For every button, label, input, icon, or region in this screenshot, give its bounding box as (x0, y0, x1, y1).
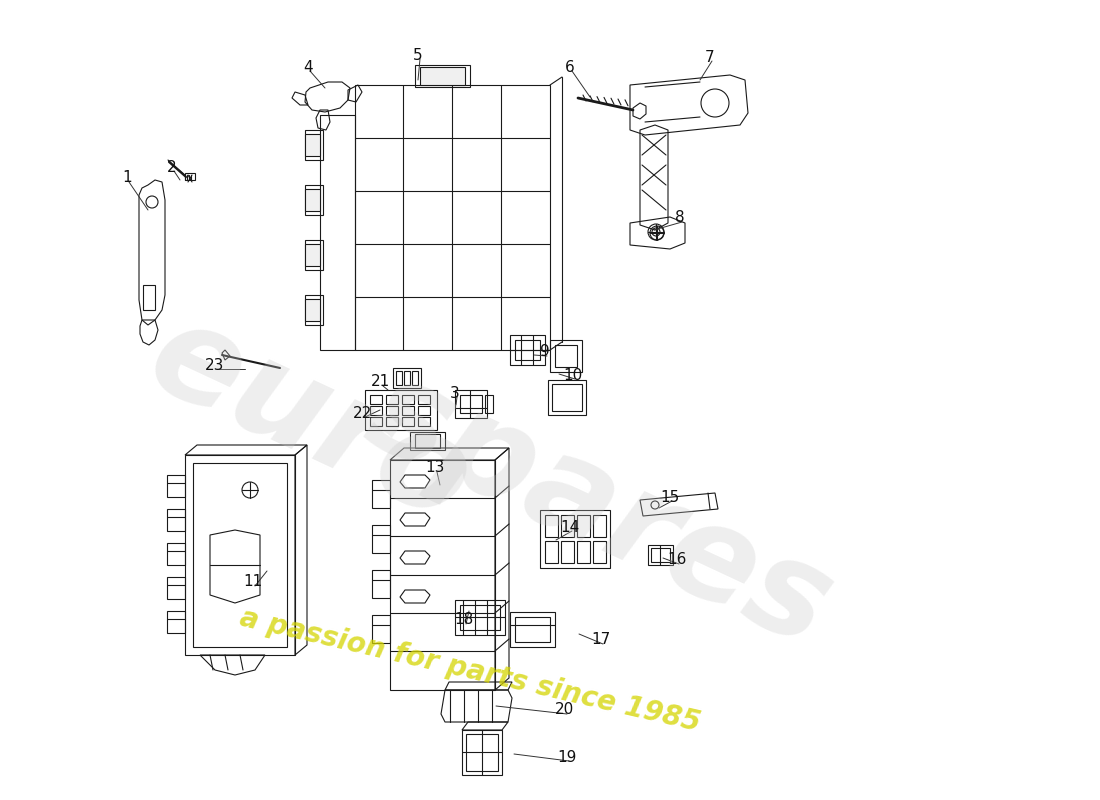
Bar (365, 390, 437, 430)
Bar (386, 417, 398, 426)
Text: 17: 17 (592, 633, 611, 647)
Text: 11: 11 (243, 574, 263, 590)
Bar (410, 432, 446, 450)
Text: 20: 20 (556, 702, 574, 718)
Bar (420, 67, 465, 85)
Bar (393, 368, 421, 388)
Bar (544, 541, 558, 563)
Bar (390, 460, 495, 690)
Text: 10: 10 (563, 367, 583, 382)
Bar (305, 130, 323, 160)
Bar (485, 395, 493, 413)
Text: 18: 18 (454, 613, 474, 627)
Bar (540, 510, 611, 568)
Bar (372, 615, 390, 643)
Text: 4: 4 (304, 59, 312, 74)
Bar (372, 525, 390, 553)
Text: 3: 3 (450, 386, 460, 401)
Text: 9: 9 (540, 345, 550, 359)
Text: 13: 13 (426, 461, 444, 475)
Bar (192, 463, 287, 647)
Text: 5: 5 (414, 47, 422, 62)
Bar (561, 515, 574, 537)
Bar (402, 395, 414, 404)
Bar (370, 395, 382, 404)
Bar (386, 395, 398, 404)
Bar (648, 545, 673, 565)
Bar (355, 85, 550, 350)
Bar (370, 417, 382, 426)
Text: 21: 21 (372, 374, 390, 390)
Bar (370, 406, 382, 415)
Bar (515, 340, 540, 360)
Text: 22: 22 (353, 406, 373, 421)
Bar (510, 612, 556, 647)
Text: 8: 8 (675, 210, 685, 226)
Bar (578, 541, 590, 563)
Bar (593, 541, 606, 563)
Bar (320, 115, 355, 350)
Bar (305, 189, 320, 211)
Bar (412, 371, 418, 385)
Text: 16: 16 (668, 553, 686, 567)
Bar (510, 335, 544, 365)
Bar (396, 371, 402, 385)
Bar (185, 173, 195, 180)
Text: a passion for parts since 1985: a passion for parts since 1985 (236, 603, 703, 737)
Bar (415, 434, 440, 448)
Bar (578, 515, 590, 537)
Bar (561, 541, 574, 563)
Bar (455, 600, 505, 635)
Bar (515, 617, 550, 642)
Bar (593, 515, 606, 537)
Bar (305, 295, 323, 325)
Bar (418, 417, 430, 426)
Text: 1: 1 (122, 170, 132, 186)
Text: 14: 14 (560, 519, 580, 534)
Text: spares: spares (349, 348, 851, 672)
Bar (418, 406, 430, 415)
Bar (402, 417, 414, 426)
Text: 7: 7 (705, 50, 715, 65)
Bar (402, 406, 414, 415)
Bar (462, 730, 502, 775)
Bar (651, 548, 670, 562)
Bar (460, 605, 500, 630)
Bar (372, 570, 390, 598)
Bar (418, 395, 430, 404)
Bar (552, 384, 582, 411)
Bar (460, 395, 482, 413)
Bar (305, 240, 323, 270)
Bar (404, 371, 410, 385)
Bar (305, 134, 320, 156)
Bar (305, 185, 323, 215)
Text: 23: 23 (206, 358, 224, 373)
Bar (386, 406, 398, 415)
Bar (466, 734, 498, 771)
Bar (548, 380, 586, 415)
Bar (143, 285, 155, 310)
Bar (550, 340, 582, 372)
Bar (556, 345, 578, 367)
Text: 2: 2 (167, 159, 177, 174)
Bar (455, 390, 487, 418)
Text: 19: 19 (558, 750, 576, 765)
Text: 6: 6 (565, 59, 575, 74)
Bar (185, 455, 295, 655)
Bar (372, 480, 390, 508)
Bar (544, 515, 558, 537)
Bar (415, 65, 470, 87)
Bar (305, 299, 320, 321)
Text: euro: euro (130, 290, 491, 550)
Text: 15: 15 (660, 490, 680, 505)
Bar (305, 244, 320, 266)
